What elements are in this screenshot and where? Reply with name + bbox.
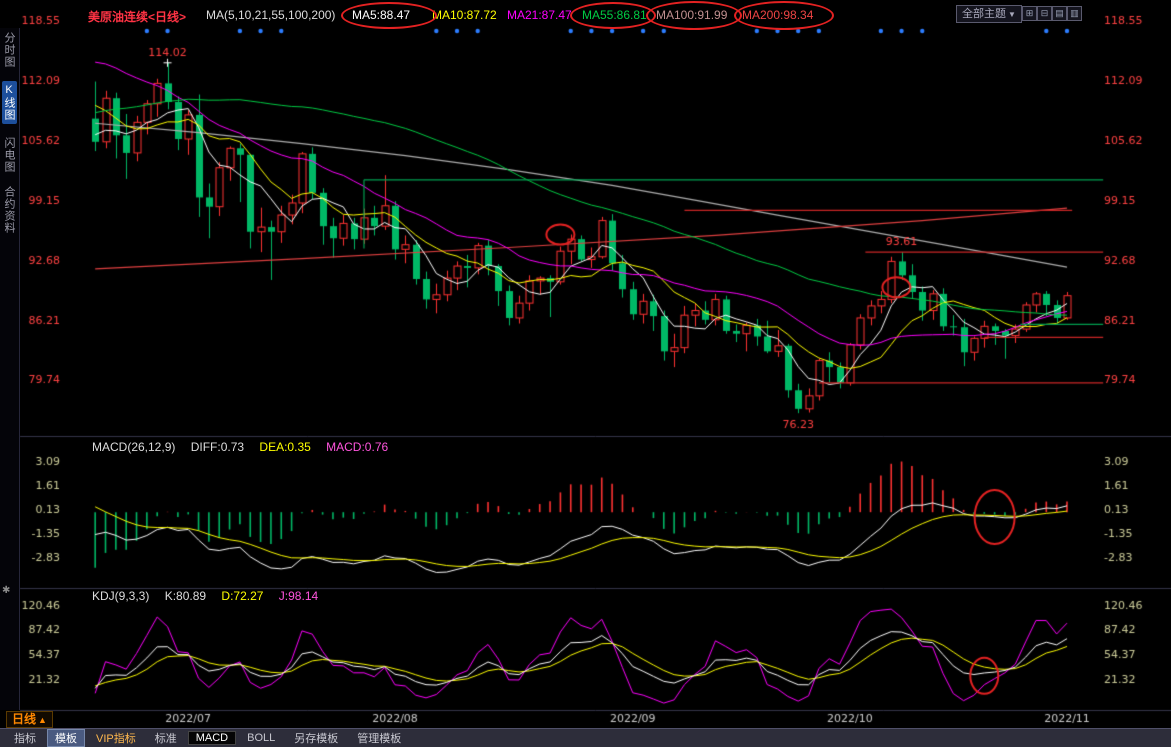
bottom-toolbar: 指标 模板 VIP指标 标准 MACD BOLL 另存模板 管理模板 <box>0 728 1171 747</box>
sidebar-item-contract-info[interactable]: 合约资料 <box>3 186 15 234</box>
ma21-value: MA21:87.47 <box>507 8 572 22</box>
grid-layout-icon[interactable]: ⊞ <box>1022 6 1037 21</box>
tab-vip-indicators[interactable]: VIP指标 <box>96 733 136 745</box>
ma-parameters: MA(5,10,21,55,100,200) <box>206 8 336 22</box>
sidebar-item-time-chart[interactable]: 分时图 <box>3 32 15 68</box>
annotation-ellipse-ma55 <box>570 2 656 29</box>
tab-save-template[interactable]: 另存模板 <box>294 733 339 745</box>
kdj-j: J:98.14 <box>278 589 319 603</box>
chevron-down-icon: ▼ <box>1008 10 1016 19</box>
macd-name: MACD(26,12,9) <box>92 440 176 454</box>
tab-templates[interactable]: 模板 <box>47 729 85 747</box>
macd-value: MACD:0.76 <box>326 440 389 454</box>
columns-layout-icon[interactable]: ▥ <box>1067 6 1082 21</box>
triangle-up-icon: ▲ <box>38 715 47 725</box>
macd-diff: DIFF:0.73 <box>190 440 245 454</box>
ma10-value: MA10:87.72 <box>432 8 497 22</box>
indicator-settings-icon[interactable]: ✱ <box>2 585 11 596</box>
split-layout-icon[interactable]: ⊟ <box>1037 6 1052 21</box>
theme-selector-button[interactable]: 全部主题 ▼ <box>956 5 1022 23</box>
sidebar-item-kline-chart[interactable]: K线图 <box>2 81 17 124</box>
header-bar: 美原油连续<日线> MA(5,10,21,55,100,200) MA5:88.… <box>0 0 1171 30</box>
macd-dea: DEA:0.35 <box>259 440 311 454</box>
tab-standard[interactable]: 标准 <box>154 733 177 745</box>
rows-layout-icon[interactable]: ▤ <box>1052 6 1067 21</box>
kdj-k: K:80.89 <box>164 589 207 603</box>
kdj-name: KDJ(9,3,3) <box>92 589 150 603</box>
annotation-ellipse-ma100 <box>646 1 742 30</box>
kdj-panel-header: KDJ(9,3,3) K:80.89 D:72.27 J:98.14 <box>92 589 330 603</box>
period-label: 日线 <box>12 712 37 726</box>
sidebar-item-tick-chart[interactable]: 闪电图 <box>3 137 15 173</box>
tab-indicators[interactable]: 指标 <box>14 733 36 745</box>
theme-selector-label: 全部主题 <box>962 8 1006 20</box>
tab-macd[interactable]: MACD <box>187 731 237 745</box>
instrument-title: 美原油连续<日线> <box>88 10 187 24</box>
annotation-ellipse-ma200 <box>734 1 834 30</box>
tab-boll[interactable]: BOLL <box>247 732 276 744</box>
period-button[interactable]: 日线 ▲ <box>6 711 53 728</box>
tab-manage-template[interactable]: 管理模板 <box>357 733 402 745</box>
kdj-d: D:72.27 <box>221 589 264 603</box>
chart-type-sidebar: 分时图 K线图 闪电图 合约资料 <box>0 28 20 710</box>
macd-panel-header: MACD(26,12,9) DIFF:0.73 DEA:0.35 MACD:0.… <box>92 440 400 454</box>
annotation-ellipse-ma5 <box>341 2 437 29</box>
